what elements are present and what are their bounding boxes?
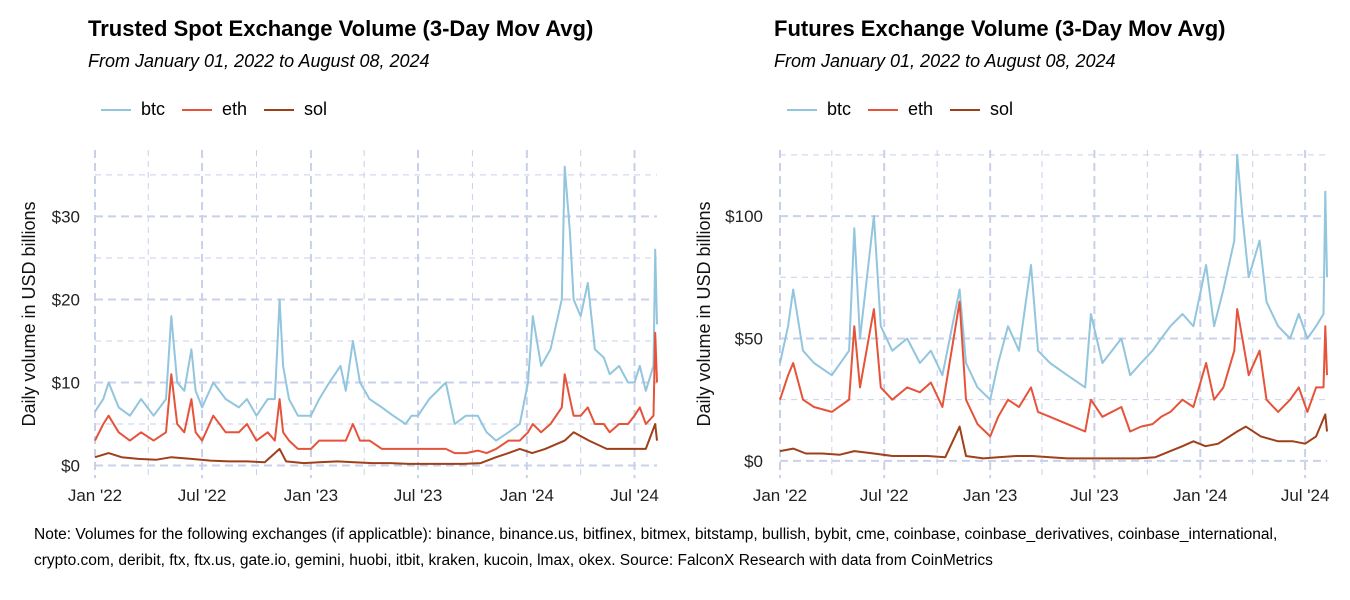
legend-swatch-sol <box>950 108 981 111</box>
y-axis-title: Daily volume in USD billions <box>19 201 39 426</box>
series-line-btc <box>779 153 1328 401</box>
series-line-eth <box>94 331 658 455</box>
legend-label-eth: eth <box>222 99 248 119</box>
legend-label-sol: sol <box>304 99 328 119</box>
x-tick-label: Jan '23 <box>284 486 338 505</box>
chart-plot-spot: $0 $10 $20 $30 Jan '22 Jul '22 Jan '23 Jul '23 J… <box>19 150 659 505</box>
legend-swatch-eth <box>868 108 899 111</box>
legend-swatch-eth <box>182 108 213 111</box>
legend-label-btc: btc <box>141 99 166 119</box>
y-axis-title: Daily volume in USD billions <box>694 201 714 426</box>
chart-panel-spot: Trusted Spot Exchange Volume (3-Day Mov … <box>0 0 675 520</box>
series-line-sol <box>779 413 1328 460</box>
y-tick-label: $50 <box>735 329 763 348</box>
y-tick-label: $10 <box>52 374 80 393</box>
legend-swatch-btc <box>787 108 817 111</box>
chart-panel-futures: Futures Exchange Volume (3-Day Mov Avg) … <box>675 0 1350 520</box>
x-tick-label: Jul '23 <box>394 486 443 505</box>
x-tick-label: Jul '24 <box>610 486 659 505</box>
x-tick-label: Jul '23 <box>1070 486 1119 505</box>
series-line-sol <box>94 423 658 465</box>
x-tick-label: Jan '22 <box>753 486 807 505</box>
legend-item-sol: sol <box>950 99 1013 120</box>
chart-title: Futures Exchange Volume (3-Day Mov Avg) <box>774 16 1226 41</box>
series-line-eth <box>779 300 1328 438</box>
legend-item-eth: eth <box>182 99 247 120</box>
y-tick-label: $0 <box>61 457 80 476</box>
x-tick-label: Jan '24 <box>1173 486 1227 505</box>
legend-item-sol: sol <box>264 99 327 120</box>
chart-subtitle: From January 01, 2022 to August 08, 2024 <box>88 51 430 71</box>
legend-label-btc: btc <box>827 99 852 119</box>
x-tick-label: Jan '22 <box>68 486 122 505</box>
y-tick-label: $0 <box>744 452 763 471</box>
x-tick-label: Jan '23 <box>963 486 1017 505</box>
chart-legend: btc eth sol <box>101 99 344 120</box>
chart-title: Trusted Spot Exchange Volume (3-Day Mov … <box>88 16 594 41</box>
legend-item-btc: btc <box>787 99 851 120</box>
source-note: Note: Volumes for the following exchange… <box>34 526 1278 569</box>
x-tick-label: Jan '24 <box>500 486 554 505</box>
series-line-btc <box>94 165 658 442</box>
y-tick-label: $30 <box>52 207 80 226</box>
x-tick-label: Jul '24 <box>1281 486 1330 505</box>
legend-label-eth: eth <box>908 99 934 119</box>
y-tick-label: $100 <box>725 207 763 226</box>
x-tick-label: Jul '22 <box>860 486 909 505</box>
chart-legend: btc eth sol <box>787 99 1030 120</box>
y-tick-label: $20 <box>52 290 80 309</box>
chart-subtitle: From January 01, 2022 to August 08, 2024 <box>774 51 1116 71</box>
legend-item-btc: btc <box>101 99 165 120</box>
chart-plot-futures: $0 $50 $100 Jan '22 Jul '22 Jan '23 Jul '23 Jan… <box>694 150 1330 505</box>
legend-label-sol: sol <box>990 99 1014 119</box>
x-tick-label: Jul '22 <box>178 486 227 505</box>
legend-item-eth: eth <box>868 99 933 120</box>
legend-swatch-sol <box>264 108 295 111</box>
legend-swatch-btc <box>101 108 131 111</box>
